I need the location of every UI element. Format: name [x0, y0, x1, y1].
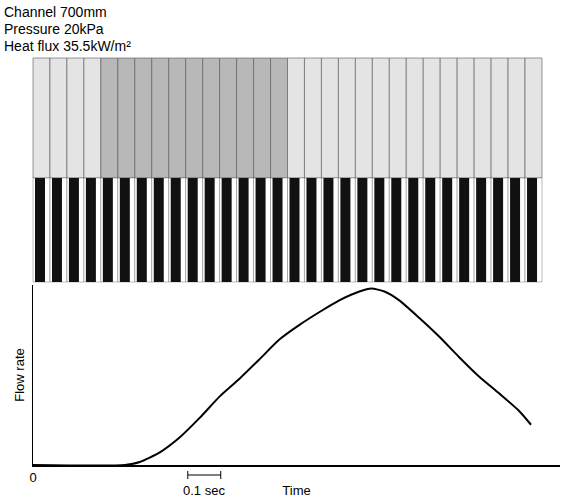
svg-text:Pressure 20kPa: Pressure 20kPa [4, 21, 104, 37]
svg-text:Flow rate: Flow rate [12, 348, 27, 401]
svg-text:Heat flux 35.5kW/m²: Heat flux 35.5kW/m² [4, 38, 131, 54]
svg-text:0.1 sec: 0.1 sec [183, 483, 225, 498]
svg-text:Channel 700mm: Channel 700mm [4, 4, 107, 20]
svg-text:0: 0 [29, 470, 36, 485]
svg-text:Time: Time [282, 483, 310, 498]
